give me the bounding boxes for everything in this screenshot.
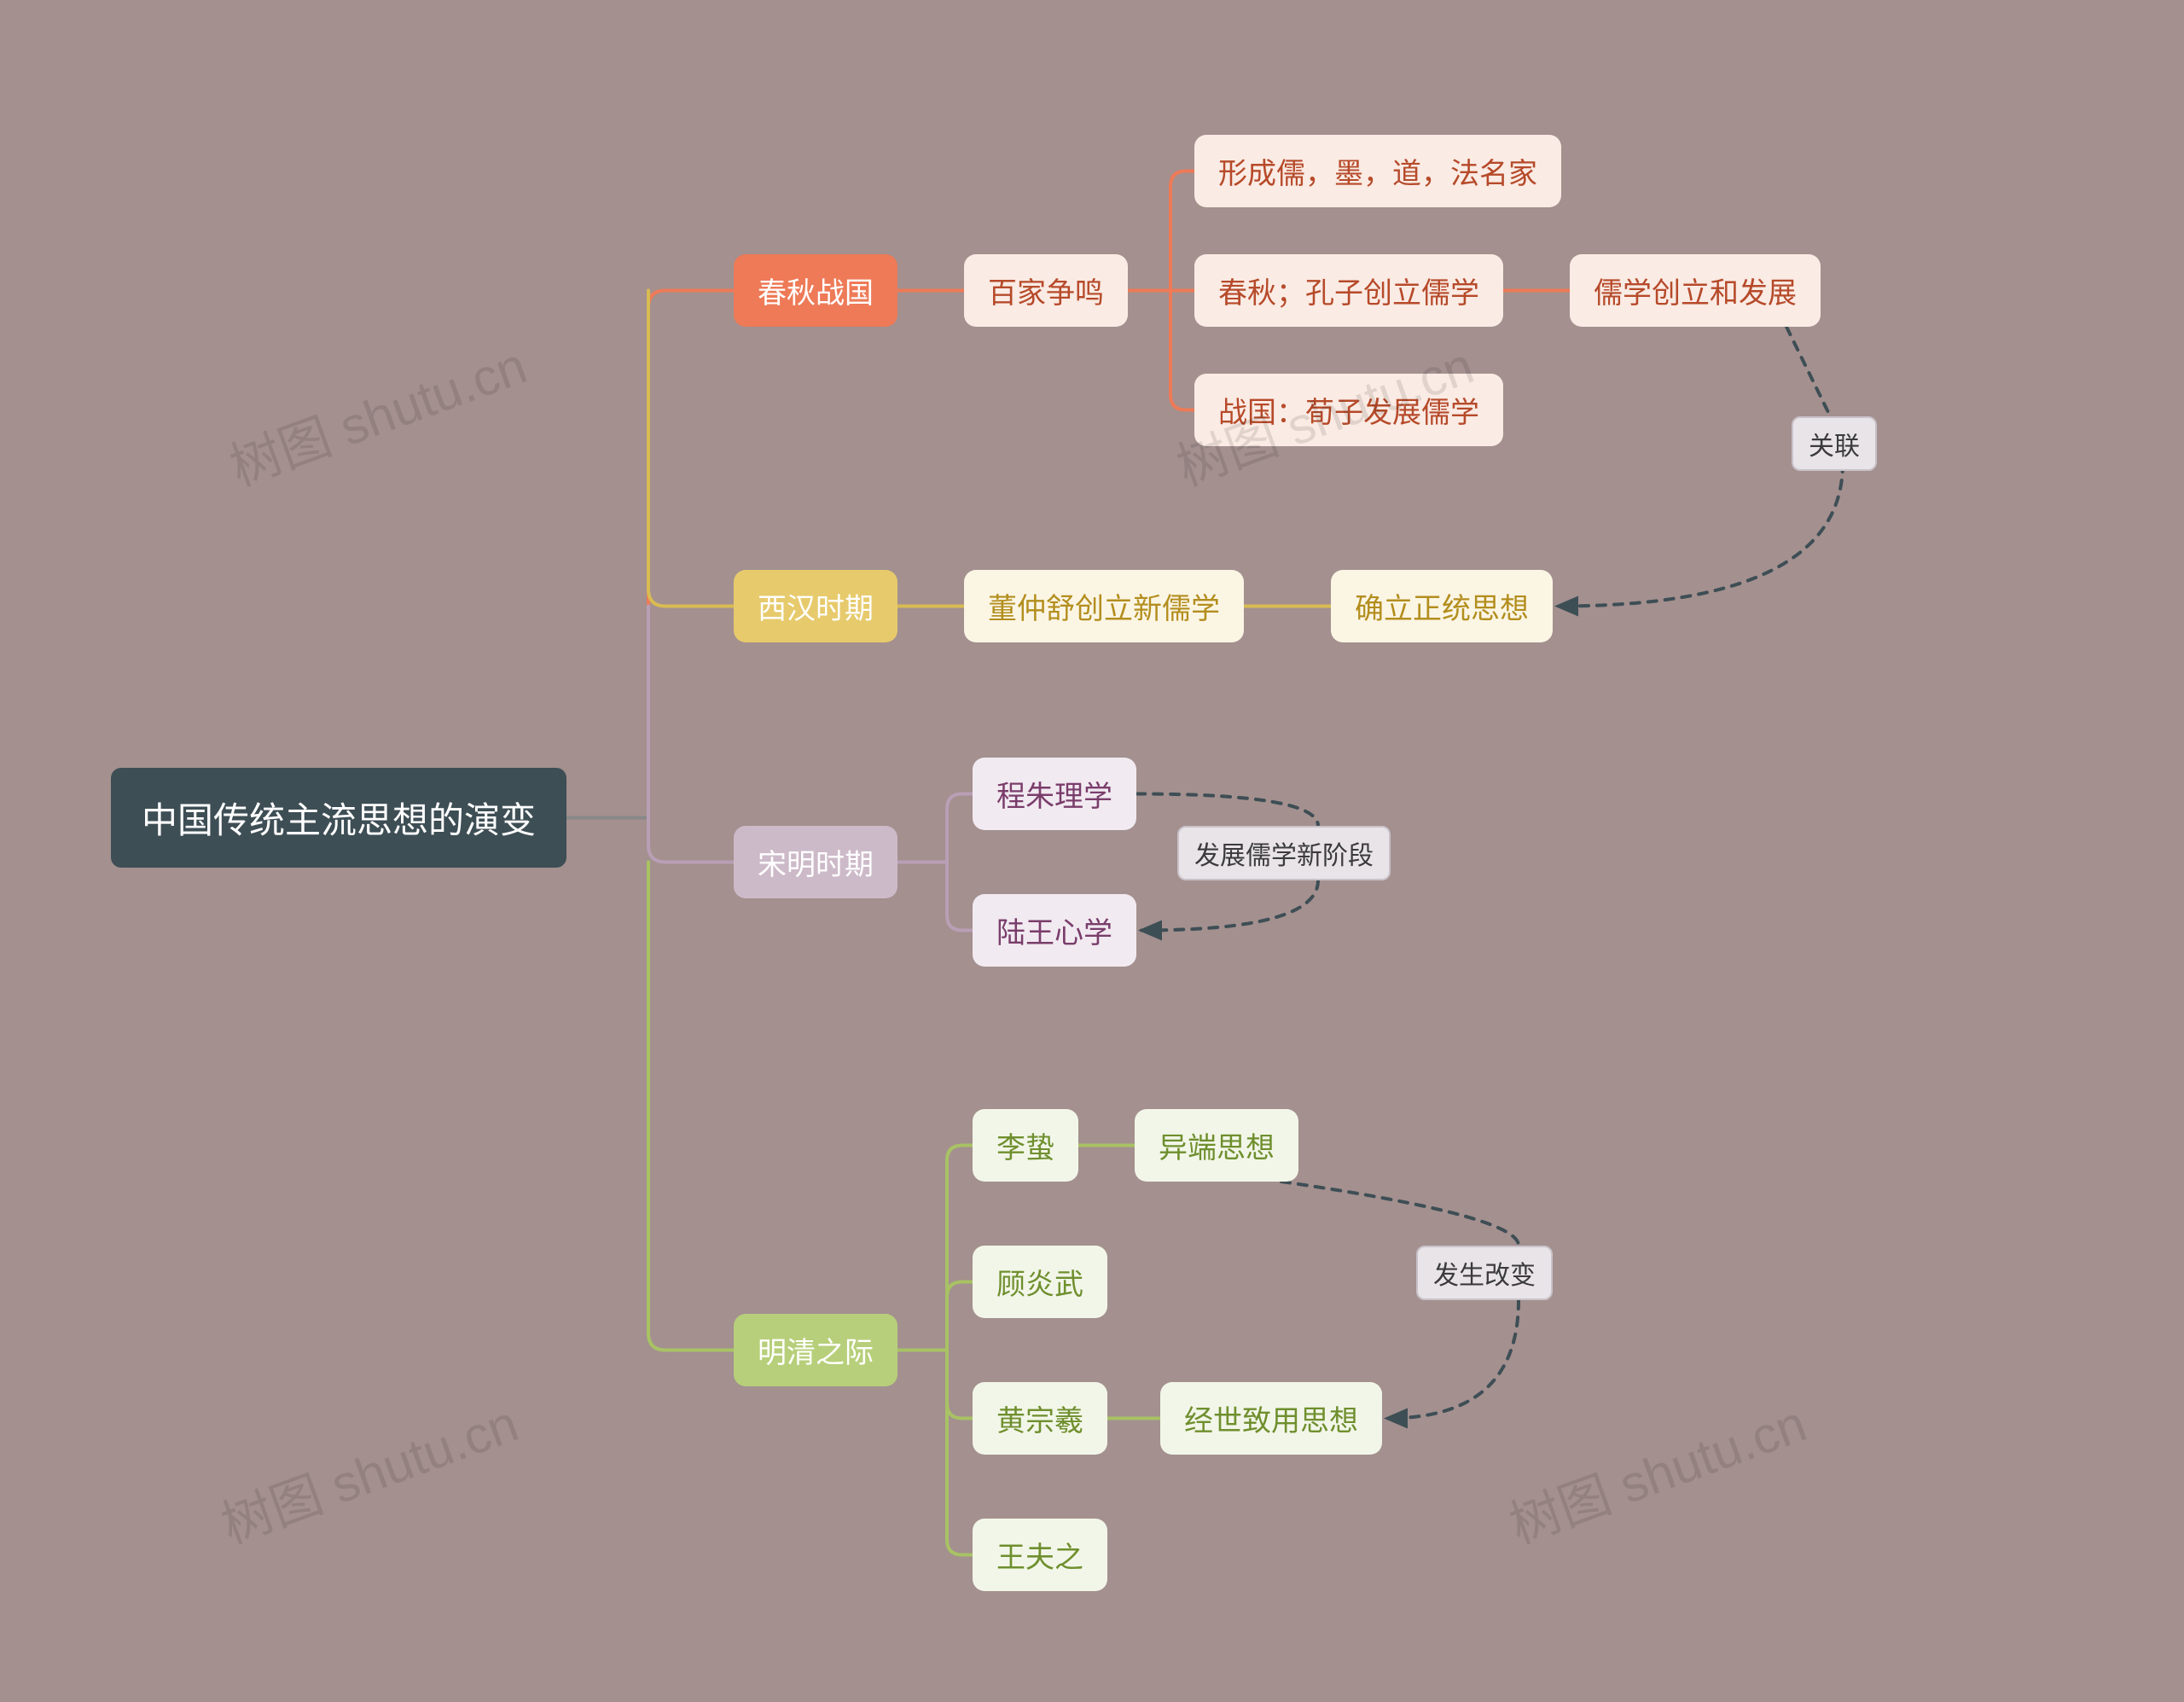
watermark: 树图 shutu.cn bbox=[210, 1382, 526, 1558]
node-b2: 西汉时期 bbox=[734, 570, 897, 642]
node-b1a2: 春秋；孔子创立儒学 bbox=[1194, 254, 1503, 327]
node-b1a3: 战国：荀子发展儒学 bbox=[1194, 374, 1503, 446]
watermark: 树图 shutu.cn bbox=[1498, 1382, 1815, 1558]
node-b4d: 王夫之 bbox=[973, 1519, 1107, 1591]
node-b3b: 陆王心学 bbox=[973, 894, 1136, 967]
node-b4: 明清之际 bbox=[734, 1314, 897, 1386]
edge-label-rel2: 发展儒学新阶段 bbox=[1177, 826, 1391, 880]
node-b3: 宋明时期 bbox=[734, 826, 897, 898]
node-b1a1: 形成儒，墨，道，法名家 bbox=[1194, 135, 1561, 207]
node-b1a: 百家争鸣 bbox=[964, 254, 1128, 327]
node-b1: 春秋战国 bbox=[734, 254, 897, 327]
node-b2a: 董仲舒创立新儒学 bbox=[964, 570, 1244, 642]
edge-label-rel1: 关联 bbox=[1792, 416, 1877, 471]
node-b4c: 黄宗羲 bbox=[973, 1382, 1107, 1455]
node-b3a: 程朱理学 bbox=[973, 758, 1136, 830]
node-b4b: 顾炎武 bbox=[973, 1246, 1107, 1318]
node-b4a1: 异端思想 bbox=[1135, 1109, 1298, 1182]
node-b2b: 确立正统思想 bbox=[1331, 570, 1553, 642]
node-b4c1: 经世致用思想 bbox=[1160, 1382, 1382, 1455]
watermark: 树图 shutu.cn bbox=[218, 324, 535, 500]
node-b4a: 李蛰 bbox=[973, 1109, 1078, 1182]
root-node: 中国传统主流思想的演变 bbox=[111, 768, 566, 868]
edge-label-rel3: 发生改变 bbox=[1416, 1246, 1553, 1300]
node-b1a2x: 儒学创立和发展 bbox=[1570, 254, 1821, 327]
